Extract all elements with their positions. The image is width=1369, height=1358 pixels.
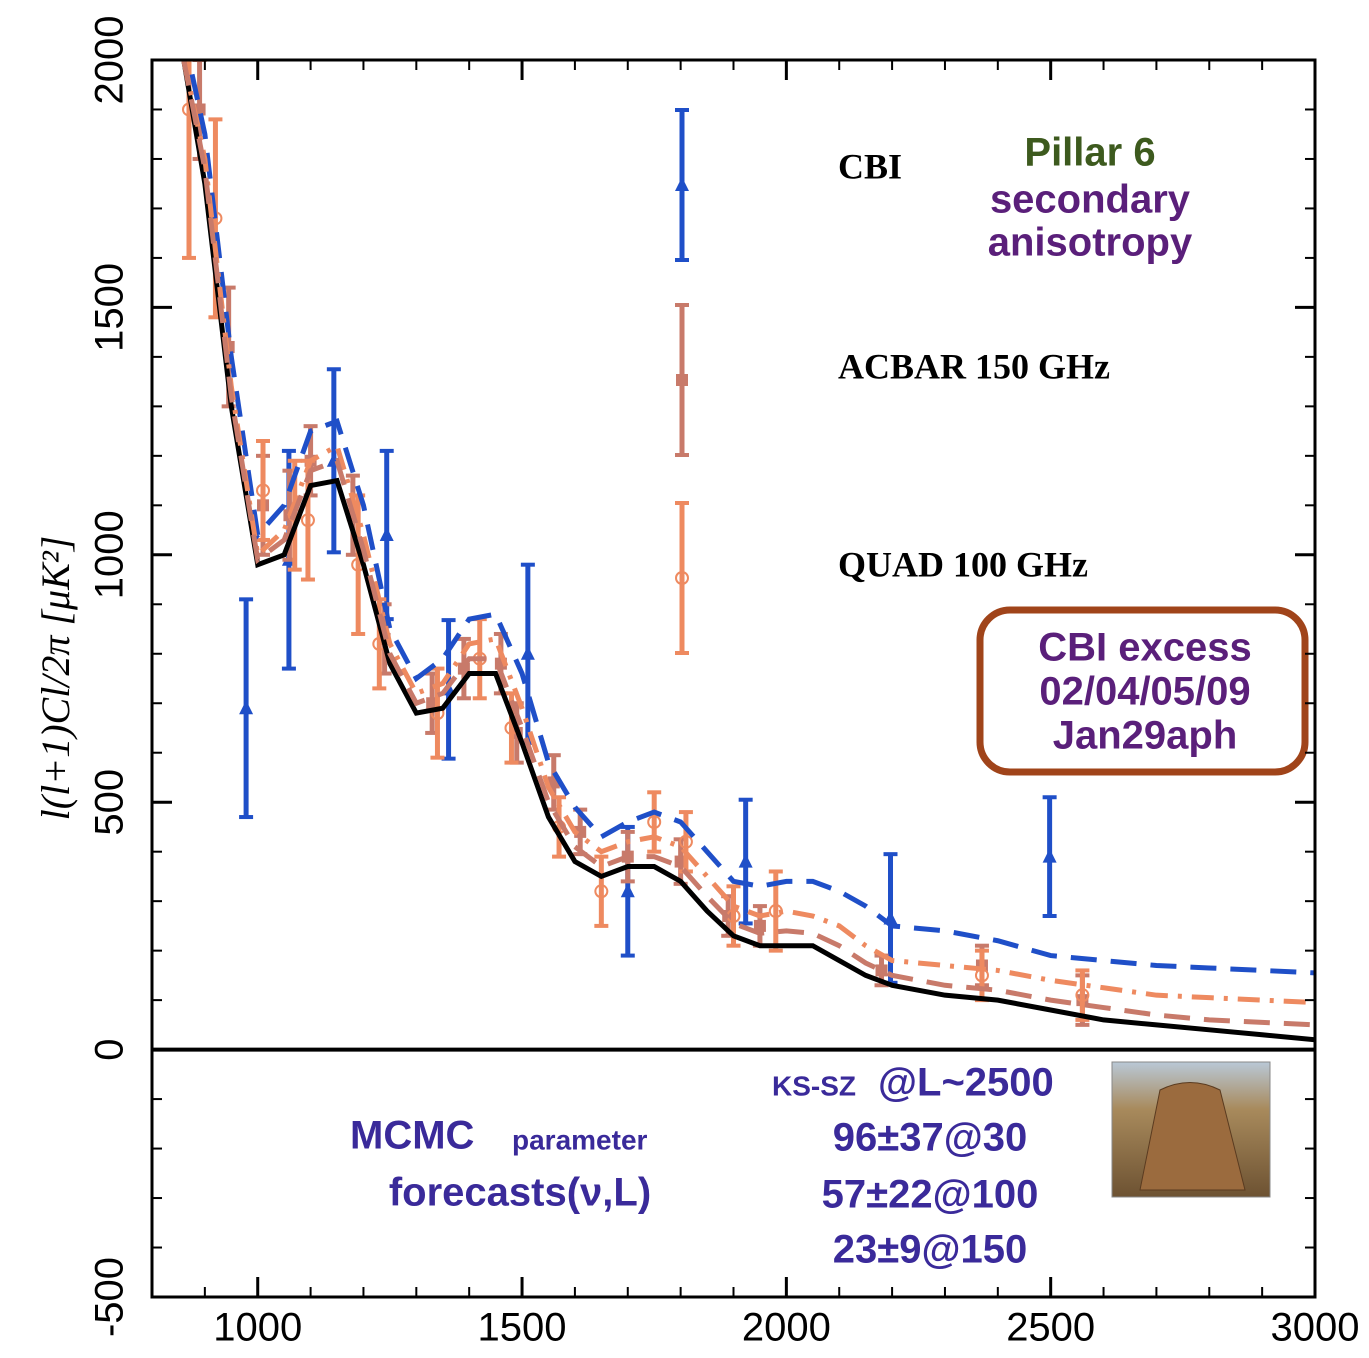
marker: [239, 700, 254, 715]
mcmc-big: MCMC: [350, 1114, 474, 1158]
painting: [1111, 1061, 1271, 1198]
x-tick-label: 3000: [1271, 1306, 1360, 1350]
y-tick-label: 2000: [88, 16, 132, 105]
y-tick-label: -500: [88, 1257, 132, 1337]
x-tick-label: 2000: [742, 1306, 831, 1350]
y-axis-label: l(l+1)Cl/2π [μK²]: [33, 536, 78, 821]
marker: [753, 919, 766, 932]
kssz-line: 96±37@30: [833, 1116, 1027, 1160]
legend-label: CBI: [838, 146, 902, 186]
kssz-line: 23±9@150: [833, 1228, 1027, 1272]
marker: [620, 883, 635, 898]
kssz-small: KS-SZ: [772, 1070, 856, 1101]
marker: [300, 513, 315, 528]
marker: [875, 964, 888, 977]
legend-marker: [675, 571, 689, 585]
marker: [738, 853, 753, 868]
marker: [256, 483, 271, 498]
model-curve: [181, 60, 1315, 1006]
marker: [520, 645, 535, 660]
model-curve: [181, 60, 1315, 1043]
legend-marker: [676, 374, 688, 386]
marker: [1075, 988, 1090, 1003]
marker: [574, 825, 587, 838]
pillar-title: Pillar 6: [1024, 131, 1155, 175]
y-tick-label: 0: [88, 1038, 132, 1060]
pillar-line: secondary: [990, 178, 1191, 222]
excess-text: 02/04/05/09: [1039, 670, 1250, 714]
marker: [594, 884, 609, 899]
mcmc-line: forecasts(ν,L): [389, 1171, 651, 1215]
legend-label: ACBAR 150 GHz: [838, 346, 1110, 386]
y-tick-label: 500: [88, 769, 132, 836]
excess-text: CBI excess: [1038, 626, 1251, 670]
data-area: [181, 60, 1315, 1043]
model-curve: [181, 60, 1315, 1028]
kssz-head: @L~2500: [878, 1061, 1054, 1105]
y-tick-label: 1000: [88, 510, 132, 599]
excess-text: Jan29aph: [1053, 714, 1238, 758]
y-tick-label: 1500: [88, 263, 132, 352]
pillar-line: anisotropy: [988, 221, 1193, 265]
kssz-line: 57±22@100: [822, 1173, 1039, 1217]
x-tick-label: 1500: [478, 1306, 567, 1350]
tower: [1139, 1082, 1246, 1191]
excess-box: [976, 606, 1309, 776]
marker: [647, 814, 662, 829]
x-tick-label: 1000: [213, 1306, 302, 1350]
marker: [379, 527, 394, 542]
legend-label: QUAD 100 GHz: [838, 544, 1088, 584]
mcmc-small: parameter: [512, 1124, 648, 1155]
marker: [1042, 848, 1057, 863]
legend-marker: [675, 177, 689, 191]
marker: [678, 834, 693, 849]
model-curve: [186, 60, 1315, 976]
x-tick-label: 2500: [1006, 1306, 1095, 1350]
